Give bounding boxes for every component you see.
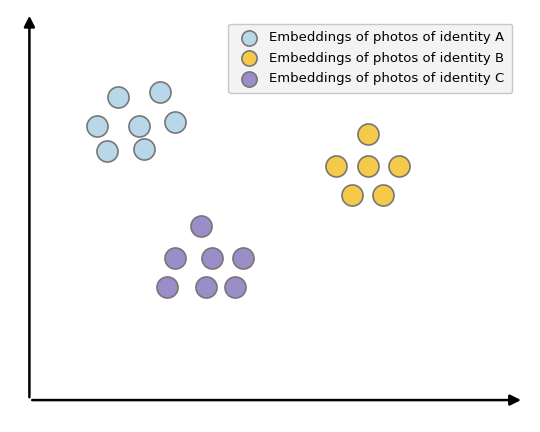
Embeddings of photos of identity C xyxy=(239,254,247,261)
Embeddings of photos of identity C xyxy=(207,254,216,261)
Embeddings of photos of identity C xyxy=(231,284,239,291)
Embeddings of photos of identity B xyxy=(395,162,403,169)
Embeddings of photos of identity A xyxy=(113,93,122,100)
Embeddings of photos of identity A xyxy=(93,123,102,130)
Embeddings of photos of identity A xyxy=(103,148,112,155)
Embeddings of photos of identity B xyxy=(363,162,372,169)
Embeddings of photos of identity A xyxy=(139,146,148,152)
Embeddings of photos of identity B xyxy=(379,191,388,198)
Embeddings of photos of identity A xyxy=(171,118,179,125)
Embeddings of photos of identity B xyxy=(363,131,372,138)
Embeddings of photos of identity B xyxy=(332,162,341,169)
Embeddings of photos of identity C xyxy=(163,284,172,291)
Legend: Embeddings of photos of identity A, Embeddings of photos of identity B, Embeddin: Embeddings of photos of identity A, Embe… xyxy=(228,24,512,93)
Embeddings of photos of identity A xyxy=(155,89,164,96)
Embeddings of photos of identity C xyxy=(171,254,179,261)
Embeddings of photos of identity C xyxy=(197,223,205,230)
Embeddings of photos of identity C xyxy=(202,284,211,291)
Embeddings of photos of identity A xyxy=(134,123,143,130)
Embeddings of photos of identity B xyxy=(348,191,356,198)
